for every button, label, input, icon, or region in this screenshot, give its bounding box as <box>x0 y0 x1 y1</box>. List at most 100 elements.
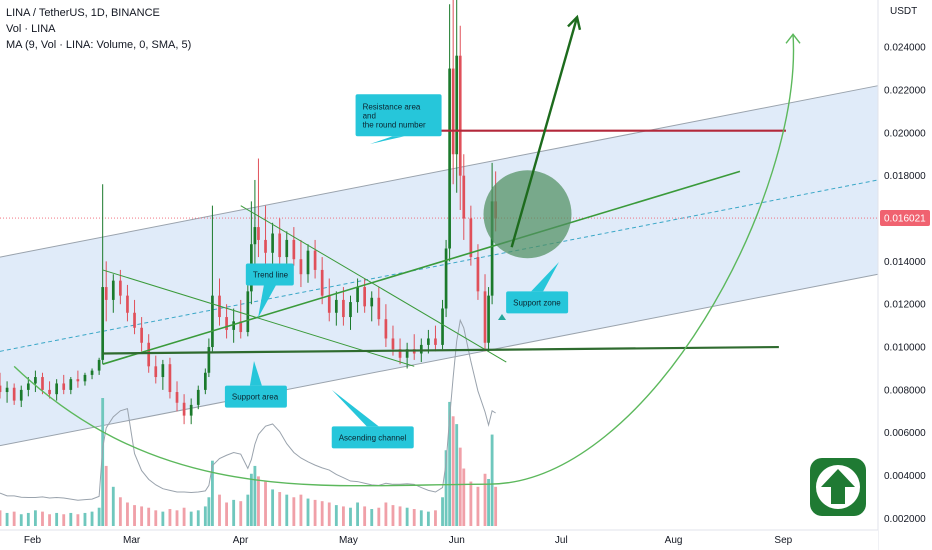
candle-body <box>203 372 207 390</box>
candle-body <box>398 349 402 358</box>
volume-bar <box>33 510 37 526</box>
candle-body <box>140 327 143 343</box>
candle <box>5 381 9 403</box>
time-axis-panel <box>0 530 878 550</box>
ascending-channel-fill <box>0 85 878 446</box>
candle <box>327 278 331 322</box>
volume-bar <box>5 512 9 526</box>
candle <box>257 158 260 258</box>
volume-bar <box>232 499 236 526</box>
curve-arrow <box>13 34 795 487</box>
volume-bar <box>434 510 437 526</box>
volume-bar <box>118 497 122 526</box>
volume-bar <box>111 486 115 526</box>
candle <box>196 385 200 410</box>
support-zone-circle <box>483 170 572 259</box>
price-tick-label: 0.002000 <box>884 514 926 525</box>
candle-body <box>490 201 494 296</box>
volume-bars <box>0 398 498 526</box>
candle <box>444 239 448 318</box>
volume-bar <box>69 512 73 526</box>
candle-body <box>469 218 473 258</box>
volume-bar <box>334 505 338 526</box>
volume-bar <box>19 514 23 526</box>
volume-bar <box>104 465 108 526</box>
candle-body <box>126 295 129 313</box>
candle-body <box>133 312 136 328</box>
candle-body <box>97 359 101 371</box>
volume-bar <box>349 507 352 526</box>
candle-body <box>111 280 115 300</box>
volume-bar <box>207 497 211 526</box>
candle <box>207 338 211 378</box>
candle-body <box>278 233 282 258</box>
price-axis-panel <box>878 0 932 550</box>
time-tick-label: Jul <box>555 535 568 546</box>
price-tick-label: 0.010000 <box>884 343 926 354</box>
candle-body <box>246 291 250 333</box>
callout-pointer <box>249 361 262 386</box>
candle-body <box>104 287 108 300</box>
price-tick-label: 0.014000 <box>884 257 926 268</box>
candle-body <box>207 347 211 373</box>
candle <box>0 372 2 399</box>
candle <box>476 244 480 300</box>
candle-body <box>34 377 37 384</box>
candle-body <box>101 287 105 360</box>
volume-bar <box>154 510 158 526</box>
candle-body <box>48 389 51 395</box>
candle <box>83 372 87 386</box>
callout-pointer <box>258 285 276 318</box>
volume-bar <box>83 512 87 526</box>
candle-body <box>211 295 214 348</box>
callout-text: the round number <box>363 120 426 129</box>
volume-bar <box>62 514 66 526</box>
candle-body <box>405 349 409 358</box>
candle <box>349 295 352 330</box>
callout-text: Support zone <box>513 298 561 307</box>
candle <box>101 184 105 365</box>
candle <box>48 381 51 399</box>
candle-body <box>327 295 331 313</box>
callout-text: Trend line <box>253 271 289 280</box>
volume-bar <box>249 473 253 526</box>
candle <box>175 381 179 412</box>
volume-bar <box>370 509 374 526</box>
candle-body <box>26 383 30 390</box>
volume-bar <box>476 486 480 526</box>
volume-bar <box>175 510 179 526</box>
candle-body <box>55 383 58 395</box>
candle-body <box>306 250 310 275</box>
volume-bar <box>448 401 452 526</box>
candle-body <box>313 250 317 270</box>
channel-middle-line <box>0 179 879 352</box>
volume-bar <box>384 502 388 526</box>
candle-body <box>377 297 381 320</box>
candle <box>434 325 437 352</box>
callout-pointer <box>531 262 559 292</box>
time-tick-label: Sep <box>774 535 792 546</box>
candle <box>458 25 462 210</box>
candle <box>111 274 115 313</box>
projection-arrow <box>510 16 579 248</box>
candle <box>455 0 459 193</box>
candle <box>246 282 250 337</box>
candle-body <box>41 377 44 390</box>
volume-bar <box>494 486 498 526</box>
candle-body <box>444 248 448 309</box>
price-unit-label: USDT <box>890 6 917 17</box>
candle-body <box>292 239 296 260</box>
callout-box <box>331 426 414 449</box>
signal-marker <box>498 314 506 320</box>
support-line <box>102 345 779 355</box>
candle <box>320 257 324 305</box>
candle <box>97 357 101 375</box>
volume-bar <box>444 450 448 526</box>
candle-body <box>285 239 289 258</box>
candle-body <box>483 291 487 343</box>
candle <box>161 359 165 390</box>
candle <box>342 287 345 326</box>
